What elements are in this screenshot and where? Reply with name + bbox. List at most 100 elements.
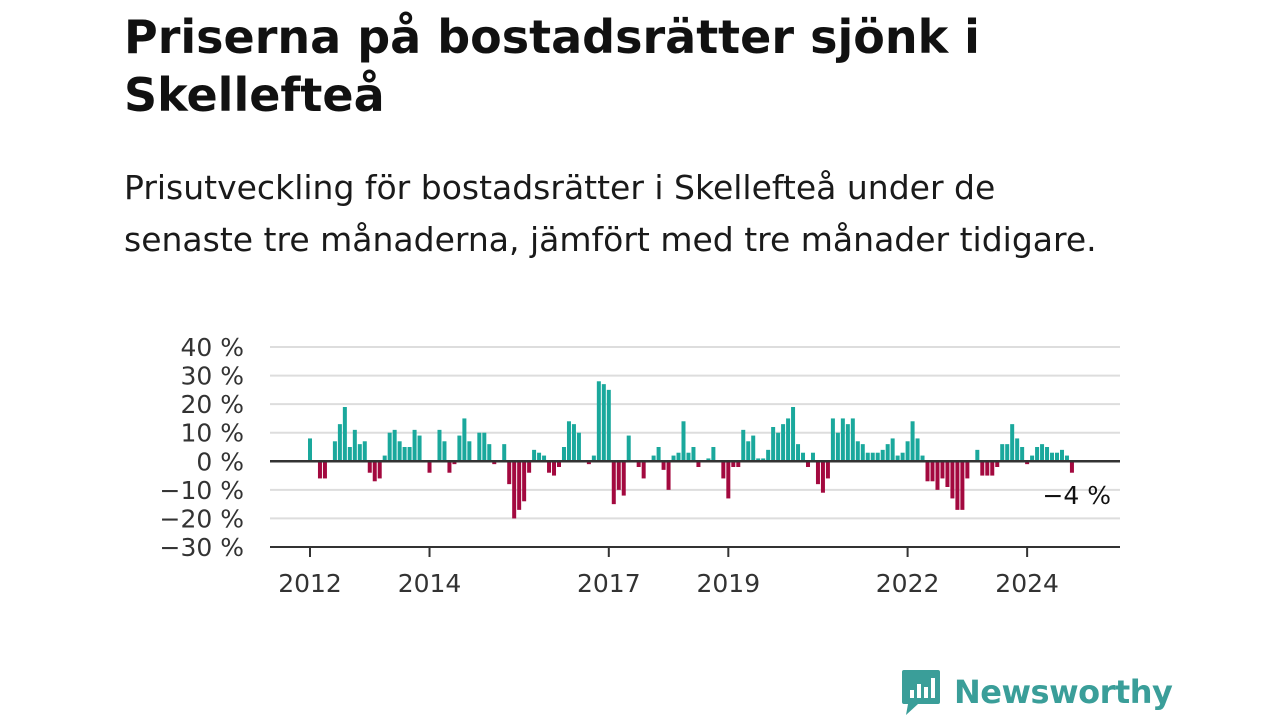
bar (402, 447, 407, 462)
bar (1064, 455, 1069, 462)
bar (806, 461, 810, 467)
bar (362, 441, 367, 462)
bar (537, 452, 542, 462)
y-tick-label: −20 % (160, 504, 244, 533)
bar (437, 429, 442, 462)
bar (681, 421, 686, 462)
bar (746, 441, 751, 462)
bar (691, 447, 696, 462)
bar (641, 461, 646, 479)
bar (905, 441, 910, 462)
bar (477, 432, 482, 462)
bar (308, 438, 312, 462)
bar (482, 432, 487, 462)
tick-labels: 40 %30 %20 %10 %0 %−10 %−20 %−30 % 2012 20… (160, 333, 1111, 598)
bar (761, 458, 766, 462)
bar (447, 461, 452, 473)
bar (502, 444, 507, 462)
bar (686, 452, 691, 462)
bar (915, 438, 920, 462)
bar (995, 461, 1000, 467)
bar (875, 452, 880, 462)
bar (731, 461, 736, 467)
bar (347, 447, 352, 462)
bar (671, 455, 676, 462)
chart-title: Priserna på bostadsrätter sjönk i Skelle… (124, 10, 980, 122)
grid-lines (270, 346, 1120, 520)
bar (865, 452, 870, 462)
bar (676, 452, 681, 462)
bar (1040, 444, 1045, 462)
bar (427, 461, 432, 473)
bar (945, 461, 950, 487)
bar (1035, 447, 1040, 462)
bar (606, 389, 611, 462)
bar (935, 461, 940, 490)
bar (751, 435, 756, 462)
bar (412, 429, 417, 462)
bar (552, 461, 557, 476)
bar-chart: 40 %30 %20 %10 %0 %−10 %−20 %−30 % 2012 20… (160, 333, 1120, 598)
bar (532, 449, 537, 462)
bar (736, 461, 741, 467)
axes (270, 460, 1120, 557)
bar (900, 452, 905, 462)
bar (1069, 461, 1074, 473)
bar (930, 461, 935, 482)
brand-name: Newsworthy (954, 673, 1173, 711)
bar (786, 418, 791, 462)
bar (925, 461, 930, 482)
x-tick-label: 2019 (697, 569, 761, 598)
bar (830, 418, 835, 462)
bar (835, 432, 840, 462)
bar (442, 441, 447, 462)
bar (985, 461, 990, 476)
bar (661, 461, 666, 470)
y-tick-label: −30 % (160, 533, 244, 562)
bar (1050, 452, 1055, 462)
bar (1010, 424, 1015, 462)
bar (696, 461, 701, 467)
bars (308, 381, 1074, 519)
bar (397, 441, 402, 462)
bar (621, 461, 626, 496)
bar (1045, 447, 1050, 462)
bar (332, 441, 337, 462)
bar (557, 461, 561, 467)
bar (452, 461, 457, 465)
bar (706, 458, 711, 462)
bar (626, 435, 631, 462)
x-tick-label: 2024 (995, 569, 1059, 598)
bar (880, 449, 885, 462)
bar (1005, 444, 1010, 462)
bar (571, 424, 576, 462)
bar (467, 441, 472, 462)
bar (1055, 452, 1059, 462)
bar (492, 461, 497, 465)
bar (940, 461, 945, 479)
bar (517, 461, 522, 510)
bar (920, 455, 925, 462)
newsworthy-brand: Newsworthy (900, 668, 1173, 716)
bar (796, 444, 801, 462)
bar (791, 407, 796, 462)
bar (860, 444, 865, 462)
y-tick-label: 40 % (180, 333, 244, 362)
bar (586, 461, 591, 465)
bar (845, 424, 850, 462)
bar (820, 461, 825, 493)
bar (561, 447, 566, 462)
last-value-label: −4 % (1042, 481, 1111, 510)
bar (960, 461, 965, 510)
bar (721, 461, 726, 479)
bar (342, 407, 347, 462)
bar (457, 435, 462, 462)
bar (855, 441, 860, 462)
bar (965, 461, 970, 479)
bar (910, 421, 915, 462)
bar (990, 461, 995, 476)
bar (616, 461, 621, 490)
bar (382, 455, 387, 462)
bar (387, 432, 392, 462)
bar (611, 461, 616, 505)
